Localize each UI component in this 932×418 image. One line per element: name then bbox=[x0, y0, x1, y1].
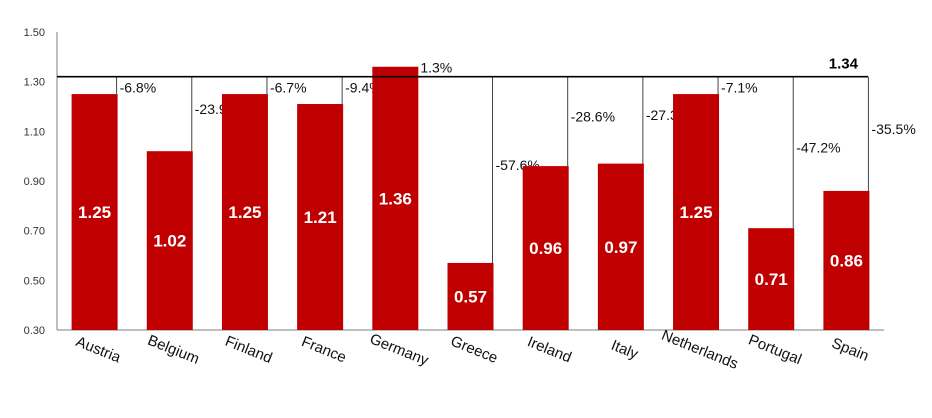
category-label: Germany bbox=[367, 330, 431, 369]
bar-value-label: 1.25 bbox=[78, 203, 111, 222]
bar-value-label: 1.25 bbox=[228, 203, 261, 222]
category-label: Finland bbox=[223, 333, 275, 367]
bar-value-label: 1.02 bbox=[153, 232, 186, 251]
bar-finland bbox=[221, 94, 268, 330]
pct-change-label: -35.5% bbox=[871, 121, 915, 137]
bar-value-label: 0.86 bbox=[830, 251, 863, 270]
pct-change-label: -6.7% bbox=[270, 80, 307, 96]
bar-value-label: 1.25 bbox=[679, 203, 712, 222]
bar-value-label: 0.57 bbox=[454, 287, 487, 306]
pct-change-label: 1.3% bbox=[420, 60, 452, 76]
pct-change-label: -47.2% bbox=[796, 139, 840, 155]
y-tick-label: 0.70 bbox=[24, 226, 45, 238]
y-tick-label: 1.50 bbox=[24, 27, 45, 39]
bar-belgium bbox=[146, 151, 193, 330]
category-label: Spain bbox=[829, 335, 871, 365]
bar-value-label: 0.96 bbox=[529, 239, 562, 258]
pct-change-label: -6.8% bbox=[120, 80, 157, 96]
reference-label: 1.34 bbox=[829, 56, 859, 73]
pct-change-label: -28.6% bbox=[571, 108, 615, 124]
category-label: Netherlands bbox=[659, 327, 740, 373]
y-tick-label: 0.50 bbox=[24, 275, 45, 287]
y-tick-label: 0.30 bbox=[24, 325, 45, 337]
bar-value-label: 1.21 bbox=[304, 208, 337, 227]
bar-germany bbox=[372, 66, 419, 331]
category-label: Portugal bbox=[746, 331, 804, 368]
pct-change-label: -7.1% bbox=[721, 80, 758, 96]
bar-france bbox=[297, 104, 344, 331]
category-label: Belgium bbox=[145, 332, 202, 368]
bar-value-label: 0.71 bbox=[755, 270, 788, 289]
y-tick-label: 1.30 bbox=[24, 77, 45, 89]
category-label: Ireland bbox=[525, 333, 574, 366]
bar-ireland bbox=[522, 166, 569, 330]
bar-spain bbox=[823, 190, 870, 330]
category-label: Greece bbox=[448, 333, 500, 367]
bar-greece bbox=[447, 262, 494, 330]
category-label: Italy bbox=[609, 337, 641, 363]
bar-italy bbox=[597, 163, 644, 330]
bar-portugal bbox=[748, 228, 795, 330]
category-label: Austria bbox=[73, 333, 123, 366]
bar-value-label: 0.97 bbox=[604, 238, 637, 257]
category-label: France bbox=[299, 333, 349, 366]
y-tick-label: 1.10 bbox=[24, 126, 45, 138]
bar-netherlands bbox=[673, 94, 720, 330]
bar-austria bbox=[71, 94, 118, 330]
bar-value-label: 1.36 bbox=[379, 189, 412, 208]
y-tick-label: 0.90 bbox=[24, 176, 45, 188]
